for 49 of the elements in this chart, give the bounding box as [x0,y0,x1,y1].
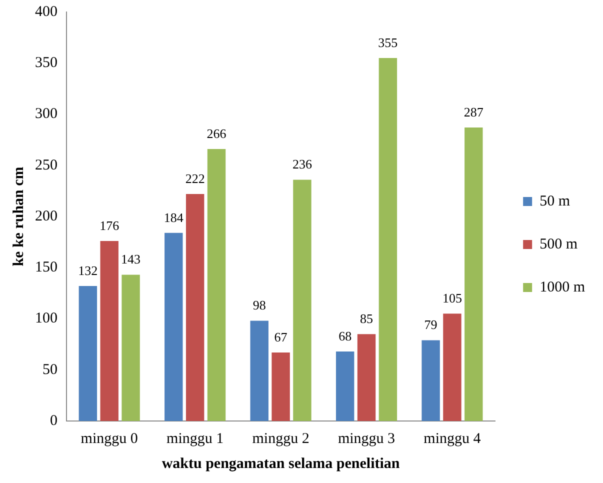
bar [100,241,118,421]
data-label: 184 [164,210,184,225]
x-tick-label: minggu 2 [252,430,310,447]
data-label: 176 [100,218,120,233]
bar [422,340,440,421]
legend-label: 50 m [540,193,570,210]
y-tick-label: 400 [35,4,58,20]
x-tick-label: minggu 4 [424,430,482,447]
x-tick-label: minggu 1 [166,430,224,447]
y-tick-label: 50 [42,362,58,378]
bar [272,352,290,421]
bar [464,128,483,421]
data-label: 266 [206,126,227,141]
data-label: 67 [274,329,288,344]
y-tick-label: 200 [35,208,58,224]
y-tick-label: 100 [35,310,58,327]
bar [122,274,140,421]
data-label: 85 [360,311,374,326]
bar [207,149,226,421]
legend-label: 1000 m [540,279,586,296]
bar [443,314,462,421]
bar [164,232,183,421]
y-tick-label: 250 [35,157,58,174]
x-axis-title: waktu pengamatan selama penelitian [162,456,400,472]
data-label: 143 [121,252,141,267]
data-label: 98 [252,298,266,313]
data-label: 132 [78,262,98,278]
bar [250,320,268,421]
bar [186,194,204,421]
bar [357,334,376,421]
bar [78,286,98,421]
data-label: 105 [442,290,462,306]
data-label: 287 [464,104,484,120]
data-label: 68 [338,328,352,344]
data-label: 79 [424,317,438,332]
y-tick-label: 350 [35,55,58,72]
x-tick-label: minggu 3 [338,430,396,447]
y-tick-label: 300 [35,106,58,122]
bar [336,351,354,421]
y-axis-title: ke ke ruhan cm [10,166,27,266]
data-label: 236 [292,156,312,172]
data-label: 355 [378,34,398,50]
data-label: 222 [185,170,205,186]
bar [293,180,312,421]
y-tick-label: 150 [35,260,58,276]
bar [378,58,398,421]
legend-label: 500 m [540,236,578,252]
x-tick-label: minggu 0 [80,430,138,447]
y-tick-label: 0 [50,412,58,429]
